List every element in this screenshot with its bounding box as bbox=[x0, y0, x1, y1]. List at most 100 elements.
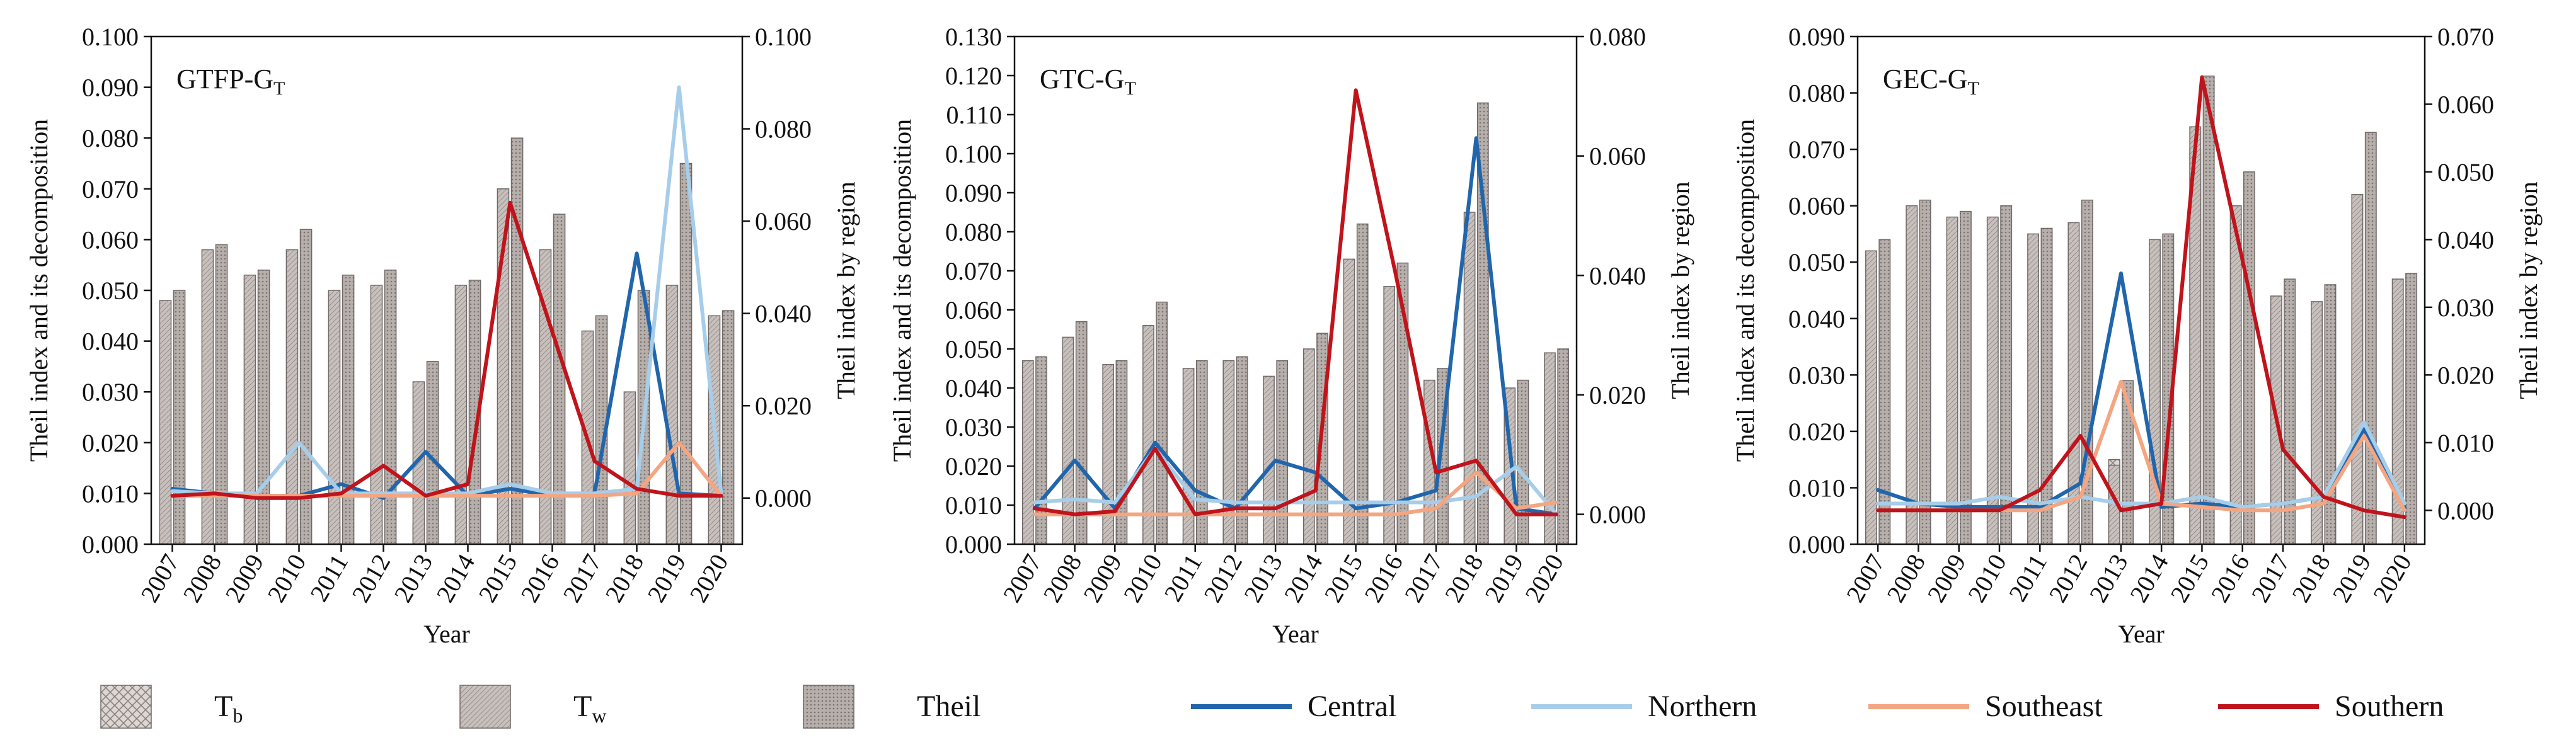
bar-tw-2011 bbox=[2027, 233, 2040, 545]
line-southern bbox=[1032, 88, 1559, 516]
y-tick-label: 0.020 bbox=[945, 452, 1002, 481]
bar-theil-2020 bbox=[722, 310, 735, 545]
x-tick-label: 2008 bbox=[1881, 549, 1931, 607]
region-lines bbox=[170, 85, 723, 500]
chart-title-main: GTC-G bbox=[1040, 64, 1124, 94]
y-tick-label: 0.100 bbox=[82, 23, 139, 51]
y2-axis-title: Theil index by region bbox=[832, 181, 860, 399]
legend-item-central: Central bbox=[1191, 690, 1396, 723]
plot-frame bbox=[1856, 35, 2426, 545]
y-tick-label: 0.080 bbox=[82, 124, 139, 152]
x-tick-label: 2011 bbox=[304, 549, 354, 606]
bar-theil-2018 bbox=[2324, 284, 2337, 545]
x-tick-label: 2014 bbox=[430, 549, 480, 607]
y-tick-label: 0.020 bbox=[82, 429, 139, 457]
chart-2: 0.000 0.010 0.020 0.030 0.040 0.050 0.060 0.070… bbox=[888, 23, 1694, 648]
y2-tick-label: 0.000 bbox=[755, 484, 812, 513]
y-tick-label: 0.040 bbox=[945, 374, 1002, 402]
x-axis-title: Year bbox=[2118, 620, 2165, 648]
line-southern bbox=[170, 200, 723, 500]
x-tick-label: 2016 bbox=[2205, 549, 2255, 607]
y-tick-label: 0.010 bbox=[1788, 474, 1845, 502]
y-tick-label: 0.110 bbox=[946, 101, 1002, 129]
legend-label-main: T bbox=[214, 690, 233, 723]
bar-tw-2018 bbox=[2311, 301, 2323, 545]
x-tick-label: 2013 bbox=[388, 549, 438, 607]
x-tick-label: 2009 bbox=[1078, 549, 1127, 607]
legend-item-southern: Southern bbox=[2218, 690, 2444, 723]
x-tick-label: 2007 bbox=[135, 549, 185, 607]
bar-theil-2015 bbox=[2202, 75, 2215, 545]
x-tick-label: 2015 bbox=[2165, 549, 2214, 607]
y2-tick-label: 0.060 bbox=[1589, 142, 1646, 171]
y2-tick-label: 0.020 bbox=[1589, 381, 1646, 409]
bar-theil-2007 bbox=[173, 290, 186, 545]
legend-label-main: T bbox=[573, 690, 592, 723]
x-axis-title: Year bbox=[1272, 620, 1319, 648]
y-tick-label: 0.070 bbox=[1788, 135, 1845, 164]
y2-tick-label: 0.040 bbox=[2437, 225, 2494, 254]
bar-theil-2010 bbox=[2000, 205, 2013, 545]
y2-tick-label: 0.080 bbox=[1589, 23, 1646, 51]
legend-item-tw: Tw bbox=[459, 685, 606, 729]
x-tick-label: 2016 bbox=[1359, 549, 1408, 607]
bar-theil-2020 bbox=[1557, 348, 1570, 545]
y-tick-label: 0.000 bbox=[82, 530, 139, 559]
y2-tick-label: 0.000 bbox=[1589, 501, 1646, 529]
bar-theil-2009 bbox=[1115, 360, 1128, 545]
bar-tw-2008 bbox=[1906, 205, 1918, 545]
bar-theil-2013 bbox=[1276, 360, 1289, 545]
x-tick-label: 2010 bbox=[1962, 549, 2012, 607]
bar-tw-2007 bbox=[159, 300, 172, 545]
y2-tick-label: 0.060 bbox=[755, 207, 812, 236]
x-tick-label: 2018 bbox=[2286, 549, 2336, 607]
line-southeast bbox=[1032, 470, 1559, 516]
bar-theil-2009 bbox=[257, 270, 270, 545]
bar-tw-2019 bbox=[2351, 194, 2364, 545]
bar-tw-2009 bbox=[1946, 216, 1958, 545]
bar-tw-2009 bbox=[1102, 364, 1115, 545]
x-tick-label: 2017 bbox=[2246, 549, 2296, 607]
y-axis-right: 0.000 0.010 0.020 0.030 0.040 0.050 0.060 0.070 bbox=[2425, 23, 2494, 525]
chart-title: GTC-GT bbox=[1040, 64, 1136, 99]
y-tick-label: 0.010 bbox=[82, 479, 139, 508]
legend-label: Southeast bbox=[1985, 690, 2103, 723]
x-tick-label: 2012 bbox=[2043, 549, 2093, 607]
y2-tick-label: 0.080 bbox=[755, 115, 812, 144]
bar-theil-2012 bbox=[384, 270, 397, 545]
x-axis: 2007200820092010201120122013201420152016… bbox=[998, 544, 1569, 607]
x-tick-label: 2015 bbox=[473, 549, 522, 607]
chart-1: 0.000 0.010 0.020 0.030 0.040 0.050 0.060 0.070… bbox=[25, 23, 860, 648]
x-tick-label: 2014 bbox=[2124, 549, 2174, 607]
y-axis-title: Theil index and its decomposition bbox=[25, 119, 53, 462]
x-tick-label: 2020 bbox=[2367, 549, 2417, 607]
legend: Tb Tw Theil Central Northern Southeast Souther… bbox=[100, 685, 2444, 729]
bar-theil-2009 bbox=[1959, 210, 1972, 545]
x-tick-label: 2009 bbox=[219, 549, 269, 607]
x-tick-label: 2007 bbox=[998, 549, 1047, 607]
y-tick-label: 0.070 bbox=[82, 175, 139, 203]
bar-tw-2013 bbox=[1263, 375, 1275, 545]
line-northern bbox=[1876, 420, 2406, 509]
legend-label: Tb bbox=[214, 690, 243, 727]
bars bbox=[159, 137, 735, 545]
chart-3: 0.000 0.010 0.020 0.030 0.040 0.050 0.060 0.070… bbox=[1731, 23, 2543, 648]
y-tick-label: 0.000 bbox=[945, 530, 1002, 559]
legend-item-tb: Tb bbox=[100, 685, 243, 729]
bar-tw-2012 bbox=[1222, 360, 1235, 545]
y-tick-label: 0.000 bbox=[1788, 530, 1845, 559]
bar-theil-2008 bbox=[1919, 199, 1931, 545]
bar-theil-2019 bbox=[1517, 379, 1529, 545]
y2-axis-title: Theil index by region bbox=[2514, 181, 2543, 399]
y-tick-label: 0.020 bbox=[1788, 418, 1845, 446]
y2-tick-label: 0.000 bbox=[2437, 496, 2494, 525]
bar-tw-2011 bbox=[328, 290, 341, 545]
legend-label-main: Theil bbox=[917, 690, 980, 723]
y2-tick-label: 0.020 bbox=[755, 392, 812, 420]
bar-theil-2008 bbox=[215, 244, 228, 545]
y-axis-title: Theil index and its decomposition bbox=[888, 119, 916, 462]
bar-tw-2008 bbox=[201, 249, 214, 545]
bar-tw-2019 bbox=[665, 285, 679, 545]
bar-tw-2010 bbox=[1986, 216, 1999, 545]
